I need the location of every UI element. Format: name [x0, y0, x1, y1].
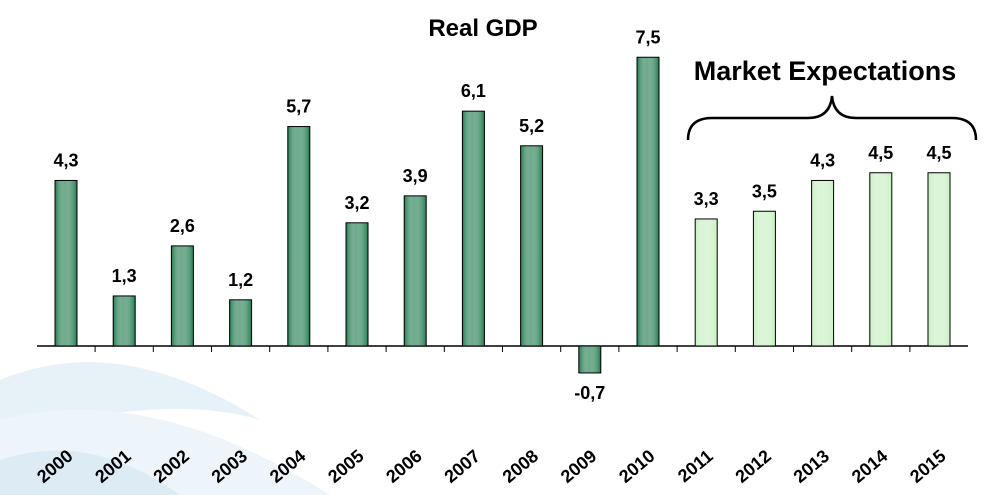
- bar: [287, 126, 311, 347]
- value-label: 3,3: [694, 189, 719, 209]
- value-label: 3,5: [752, 181, 777, 201]
- x-tick-label: 2008: [499, 446, 543, 487]
- bar: [694, 218, 718, 347]
- value-label: 1,3: [112, 266, 137, 286]
- value-label: 3,9: [403, 166, 428, 186]
- bar: [927, 172, 951, 347]
- x-tick-label: 2012: [731, 446, 775, 487]
- x-tick-label: 2014: [848, 446, 892, 487]
- x-tick-label: 2010: [615, 446, 659, 487]
- annotation: Market Expectations: [694, 56, 957, 86]
- x-tick-label: 2013: [790, 446, 834, 487]
- bar: [869, 172, 893, 347]
- x-tick-label: 2005: [324, 446, 368, 487]
- bar: [345, 222, 369, 347]
- value-label: 2,6: [170, 216, 195, 236]
- bar: [54, 179, 78, 347]
- x-tick-label: 2007: [440, 446, 484, 487]
- value-label: 6,1: [461, 81, 486, 101]
- x-tick-label: 2006: [382, 446, 426, 487]
- value-label: 4,3: [53, 150, 78, 170]
- bar: [811, 179, 835, 347]
- value-label: 7,5: [635, 27, 660, 47]
- value-label: 1,2: [228, 270, 253, 290]
- value-label: 4,5: [926, 143, 951, 163]
- value-label: 4,3: [810, 150, 835, 170]
- value-label: 5,2: [519, 116, 544, 136]
- background-swoosh: [0, 362, 330, 495]
- bar: [461, 110, 485, 347]
- x-tick-label: 2015: [906, 446, 950, 487]
- bar: [112, 295, 136, 347]
- bar: [520, 145, 544, 347]
- x-tick-label: 2011: [674, 446, 717, 486]
- bar: [752, 210, 776, 347]
- brace: [686, 95, 978, 141]
- value-label: 4,5: [868, 143, 893, 163]
- x-tick-label: 2009: [557, 446, 601, 487]
- bar: [403, 195, 427, 347]
- value-label: 5,7: [286, 97, 311, 117]
- bar: [170, 245, 194, 347]
- chart-title: Real GDP: [428, 15, 537, 42]
- bar: [578, 345, 602, 374]
- value-label: 3,2: [344, 193, 369, 213]
- value-label: -0,7: [574, 383, 605, 403]
- bar: [229, 299, 253, 347]
- bar: [636, 56, 660, 347]
